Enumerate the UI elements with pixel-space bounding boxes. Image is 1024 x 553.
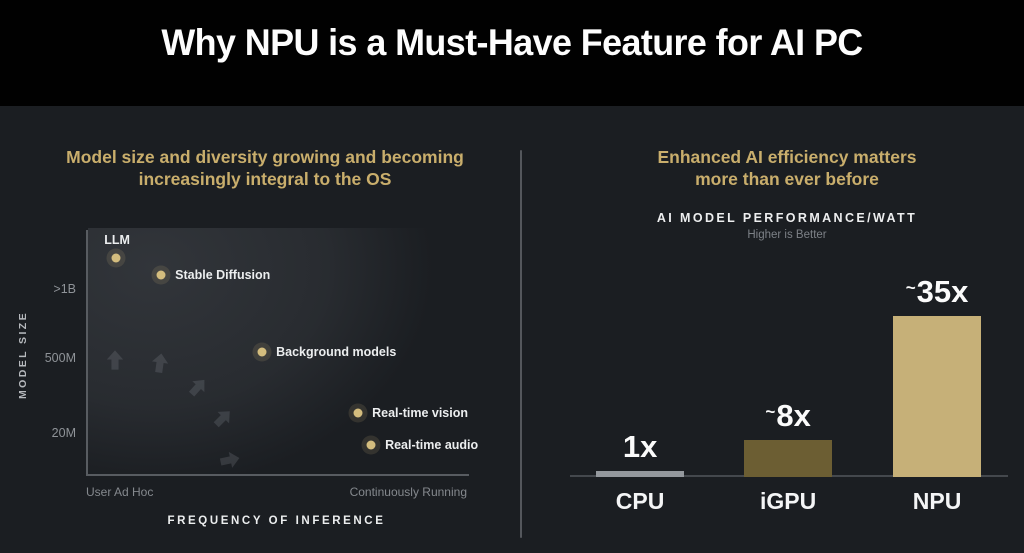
y-axis-ticks: >1B 500M 20M <box>0 230 78 474</box>
scatter-point-label: LLM <box>104 233 130 248</box>
scatter-point-label: Real-time vision <box>372 406 468 420</box>
x-range-min-label: User Ad Hoc <box>86 485 154 499</box>
panel-divider <box>520 150 522 538</box>
tilde-prefix: ~ <box>905 278 916 298</box>
bar-value-label: 1x <box>622 429 658 464</box>
scatter-plot-area: LLM Stable Diffusion Background models Real… <box>86 228 478 476</box>
left-panel-title-line2: increasingly integral to the OS <box>138 169 392 190</box>
trend-arrow-icon <box>106 350 124 370</box>
x-axis-label: FREQUENCY OF INFERENCE <box>167 515 386 527</box>
page-title: Why NPU is a Must-Have Feature for AI PC <box>161 22 863 63</box>
scatter-point-label: Real-time audio <box>385 437 479 452</box>
bar-category-label: iGPU <box>759 488 817 514</box>
tilde-prefix: ~ <box>765 402 776 422</box>
scatter-point-dot <box>366 440 376 450</box>
trend-arrow-icon <box>219 452 240 468</box>
scatter-point-label: Stable Diffusion <box>175 267 271 282</box>
right-panel-title-line1: Enhanced AI efficiency matters <box>657 147 917 167</box>
slide-header: Why NPU is a Must-Have Feature for AI PC <box>0 0 1024 106</box>
trend-arrow-icon <box>152 353 169 373</box>
bar-chart: 1x CPU ~8x iGPU ~35x NPU <box>570 256 1008 513</box>
content-area: Model size and diversity growing and bec… <box>0 106 1024 553</box>
right-panel-title-line2: more than ever before <box>695 169 879 190</box>
left-panel-title: Model size and diversity growing and bec… <box>40 146 490 191</box>
scatter-point-dot <box>156 270 166 280</box>
y-tick-2: 20M <box>51 426 76 440</box>
left-panel-title-line1: Model size and diversity growing and bec… <box>66 147 464 167</box>
trend-arrow-icon <box>213 411 230 428</box>
right-panel-title: Enhanced AI efficiency matters more than… <box>562 146 1012 191</box>
bar-category-label: NPU <box>912 488 962 514</box>
trend-arrow-icon <box>189 379 205 397</box>
scatter-point-dot <box>257 347 267 357</box>
bar-value-label: ~35x <box>905 274 969 309</box>
scatter-point-dot <box>111 253 121 263</box>
y-tick-1: 500M <box>44 351 76 366</box>
scatter-point-dot <box>353 408 363 418</box>
y-tick-0: >1B <box>53 282 76 297</box>
scatter-point-label: Background models <box>276 345 397 359</box>
bar-igpu <box>744 440 833 477</box>
bar-value-label: ~8x <box>765 398 811 433</box>
bar-chart-title: AI MODEL PERFORMANCE/WATT <box>656 211 918 225</box>
x-axis-range-labels: User Ad Hoc Continuously Running <box>86 485 467 499</box>
x-range-max-label: Continuously Running <box>349 485 467 499</box>
bar-category-label: CPU <box>615 488 665 514</box>
bar-npu <box>893 316 982 477</box>
bar-chart-subtitle: Higher is Better <box>747 229 827 241</box>
bar-cpu <box>596 471 685 477</box>
